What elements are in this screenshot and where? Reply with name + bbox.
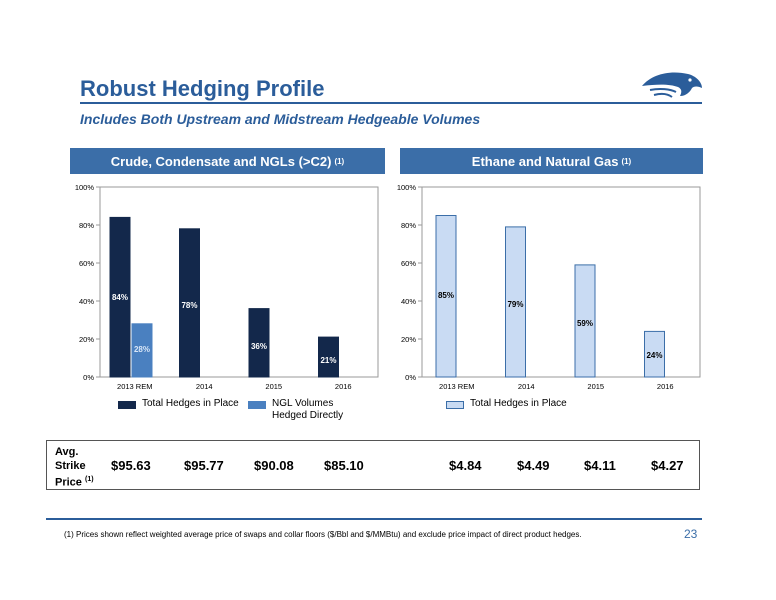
- y-tick-label: 0%: [405, 373, 416, 382]
- legend-ngl-text: NGL Volumes Hedged Directly: [272, 398, 343, 422]
- legend-ngl: NGL Volumes Hedged Directly: [248, 398, 343, 422]
- data-label: 21%: [320, 356, 336, 365]
- strike-price-label-line2: Strike: [55, 460, 86, 472]
- data-label: 36%: [251, 342, 267, 351]
- y-tick-label: 80%: [401, 221, 416, 230]
- strike-price-label-note: (1): [84, 476, 94, 483]
- strike-price-value: $95.63: [111, 458, 151, 473]
- bar: [179, 228, 200, 378]
- legend-total-right: Total Hedges in Place: [446, 398, 567, 409]
- bar: [435, 215, 457, 378]
- strike-price-label-line1: Avg.: [55, 446, 79, 458]
- strike-price-label: Avg. Strike Price (1): [55, 445, 94, 490]
- data-label: 78%: [181, 301, 197, 310]
- y-tick-label: 20%: [401, 335, 416, 344]
- y-tick-label: 100%: [397, 183, 417, 192]
- data-label: 84%: [112, 293, 128, 302]
- y-tick-label: 20%: [79, 335, 94, 344]
- bar: [109, 216, 131, 378]
- y-tick-label: 60%: [79, 259, 94, 268]
- footnote: (1) Prices shown reflect weighted averag…: [64, 530, 582, 539]
- panel-header-crude-label: Crude, Condensate and NGLs (>C2): [110, 153, 332, 169]
- legend-swatch-dark: [118, 401, 136, 409]
- legend-swatch-light: [446, 401, 464, 409]
- y-tick-label: 0%: [83, 373, 94, 382]
- x-tick-label: 2014: [196, 382, 213, 391]
- plot-frame: [99, 186, 379, 378]
- strike-price-value: $4.11: [584, 458, 616, 473]
- data-label: 59%: [577, 319, 593, 328]
- chart-ethane-hedges: 0% 20% 40% 60% 80% 100% 2013 REM 2014 2015 2016 85…: [397, 183, 701, 391]
- bar: [318, 336, 339, 378]
- strike-price-value: $4.27: [651, 458, 684, 473]
- strike-price-value: $4.49: [517, 458, 550, 473]
- page-subtitle: Includes Both Upstream and Midstream Hed…: [80, 111, 481, 127]
- panel-header-ethane-label: Ethane and Natural Gas: [471, 153, 619, 169]
- plot-frame: [421, 186, 701, 378]
- y-tick-label: 40%: [79, 297, 94, 306]
- bar: [505, 226, 526, 378]
- title-divider: [80, 102, 702, 104]
- data-label: 24%: [646, 351, 662, 360]
- legend-swatch-mid: [248, 401, 266, 409]
- chart-crude-hedges: 0% 20% 40% 60% 80% 100% 2013 REM 2014 2015 2016 84…: [75, 183, 379, 391]
- panel-header-ethane: Ethane and Natural Gas (1): [400, 148, 703, 174]
- bar: [574, 264, 596, 378]
- bar: [644, 330, 665, 378]
- strike-price-value: $85.10: [324, 458, 364, 473]
- legend-total-left-label: Total Hedges in Place: [142, 398, 239, 409]
- x-tick-label: 2013 REM: [117, 382, 152, 391]
- strike-price-box: Avg. Strike Price (1) $95.63 $95.77 $90.…: [46, 440, 700, 490]
- x-tick-label: 2015: [587, 382, 604, 391]
- panel-header-crude: Crude, Condensate and NGLs (>C2) (1): [70, 148, 385, 174]
- strike-price-value: $90.08: [254, 458, 294, 473]
- strike-price-value: $95.77: [184, 458, 224, 473]
- page-number: 23: [684, 527, 698, 541]
- x-tick-label: 2013 REM: [439, 382, 474, 391]
- y-tick-label: 100%: [75, 183, 95, 192]
- y-tick-label: 80%: [79, 221, 94, 230]
- data-label: 85%: [438, 291, 454, 300]
- x-tick-label: 2015: [265, 382, 282, 391]
- bar: [131, 323, 153, 378]
- y-tick-label: 60%: [401, 259, 416, 268]
- y-tick-label: 40%: [401, 297, 416, 306]
- bar: [248, 308, 270, 378]
- x-tick-label: 2016: [657, 382, 674, 391]
- panel-header-ethane-note: (1): [621, 156, 632, 166]
- footer-divider: [46, 518, 702, 520]
- x-tick-label: 2016: [335, 382, 352, 391]
- page-title: Robust Hedging Profile: [80, 76, 325, 101]
- legend-ngl-line1: NGL Volumes: [272, 398, 334, 409]
- legend-total-right-label: Total Hedges in Place: [470, 398, 567, 409]
- x-tick-label: 2014: [518, 382, 535, 391]
- strike-price-label-line3: Price: [55, 476, 82, 489]
- legend-total-left: Total Hedges in Place: [118, 398, 239, 409]
- data-label: 28%: [134, 345, 150, 354]
- legend-ngl-line2: Hedged Directly: [272, 410, 344, 421]
- eagle-head-icon: [642, 72, 702, 98]
- panel-header-crude-note: (1): [334, 156, 345, 166]
- data-label: 79%: [507, 300, 523, 309]
- strike-price-value: $4.84: [449, 458, 482, 473]
